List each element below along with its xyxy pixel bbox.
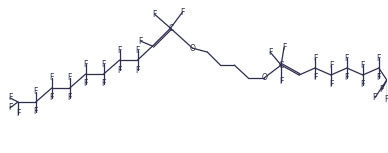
Text: F: F [16,109,20,118]
Text: F: F [83,60,88,69]
Text: F: F [313,54,317,63]
Text: C: C [169,24,174,33]
Text: F: F [279,77,283,86]
Text: F: F [152,10,157,19]
Text: C: C [279,61,284,69]
Text: F: F [135,46,140,55]
Text: F: F [385,95,388,104]
Text: F: F [329,80,333,90]
Text: F: F [329,61,333,69]
Text: F: F [102,79,106,88]
Text: F: F [379,86,384,94]
Text: F: F [268,48,272,57]
Text: F: F [50,73,54,82]
Text: O: O [189,44,195,53]
Text: F: F [83,79,88,88]
Text: F: F [345,73,349,82]
Text: F: F [282,43,286,52]
Text: F: F [377,54,381,63]
Text: F: F [8,93,12,102]
Text: F: F [180,8,185,17]
Text: F: F [372,93,377,102]
Text: F: F [118,65,122,75]
Text: F: F [8,103,12,112]
Text: F: F [68,93,72,102]
Text: F: F [361,61,365,69]
Text: F: F [34,107,38,116]
Text: F: F [118,46,122,55]
Text: F: F [377,73,381,82]
Text: O: O [261,73,267,82]
Text: F: F [68,73,72,82]
Text: F: F [135,65,140,75]
Text: F: F [361,80,365,90]
Text: F: F [102,60,106,69]
Text: F: F [139,37,143,46]
Text: F: F [50,93,54,102]
Text: F: F [313,73,317,82]
Text: F: F [345,54,349,63]
Text: F: F [34,88,38,96]
